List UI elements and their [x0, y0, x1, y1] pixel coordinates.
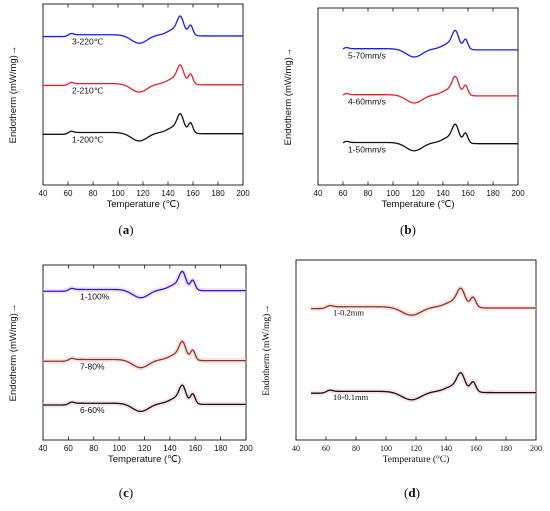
y-axis-title: Endotherm (mW/mg)→ [8, 46, 19, 144]
x-tick-label: 60 [322, 444, 330, 453]
series-line-2 [42, 64, 244, 93]
x-tick-label: 140 [163, 444, 177, 453]
x-tick-label: 160 [189, 444, 203, 453]
x-tick-label: 40 [292, 444, 300, 453]
chart-panel-a: 40 60 80 100 120 140 160 180 200 Temperature (℃) E… [8, 3, 250, 237]
series-label: 3-220℃ [72, 37, 104, 47]
x-tick-label: 60 [64, 189, 73, 198]
x-axis-title: Temperature (℃) [382, 199, 455, 210]
series-label: 1-200℃ [72, 134, 104, 144]
x-tick-label: 180 [500, 444, 512, 453]
x-tick-label: 120 [136, 189, 150, 198]
x-tick-label: 120 [410, 444, 422, 453]
series-line-1 [42, 15, 244, 44]
panel-caption: (a) [118, 222, 133, 237]
x-axis-title: Temperature (°C) [383, 454, 450, 465]
panel-caption: (b) [400, 222, 416, 237]
x-tick-label: 140 [436, 189, 450, 198]
series-line-1 [342, 29, 519, 58]
series-label: 10-0.1mm [333, 392, 369, 402]
x-tick-label: 140 [161, 189, 175, 198]
series-line-3 [42, 384, 247, 413]
series-line-1 [42, 270, 247, 299]
x-tick-label: 100 [111, 189, 125, 198]
x-tick-label: 100 [386, 189, 400, 198]
x-tick-label: 100 [380, 444, 392, 453]
x-tick-label: 120 [138, 444, 152, 453]
series-label: 6-60% [80, 405, 105, 415]
x-axis-title: Temperature (℃) [107, 199, 180, 210]
series-halo [41, 268, 248, 301]
x-tick-label: 200 [511, 189, 525, 198]
panel-caption: (c) [119, 485, 133, 500]
plot-frame [295, 259, 537, 441]
chart-panel-b: 40 60 80 100 120 140 160 180 200 Temperature (℃) E… [283, 7, 525, 237]
x-tick-label: 180 [486, 189, 500, 198]
x-tick-label: 80 [364, 189, 373, 198]
chart-panel-c: 40 60 80 100 120 140 160 180 200 Temperature (℃) E… [8, 264, 253, 500]
x-tick-label: 180 [211, 189, 225, 198]
x-tick-label: 160 [461, 189, 475, 198]
chart-panel-d: 40 60 80 100 120 140 160 180 200 Temperature (°C)… [261, 259, 542, 500]
y-axis-title: Endotherm (mW/mg)→ [283, 48, 294, 146]
series-halo [41, 382, 248, 414]
series-label: 1-100% [80, 291, 110, 301]
series-label: 4-60mm/s [348, 97, 386, 107]
x-tick-label: 60 [339, 189, 348, 198]
x-tick-label: 40 [39, 444, 48, 453]
x-tick-label: 200 [236, 189, 250, 198]
y-axis-title: Endotherm (mW/mg)→ [8, 304, 19, 402]
series-line-3 [342, 123, 519, 152]
x-tick-label: 60 [64, 444, 73, 453]
x-tick-label: 180 [214, 444, 228, 453]
series-line-3 [42, 113, 244, 142]
x-tick-label: 160 [470, 444, 482, 453]
x-tick-label: 40 [314, 189, 323, 198]
x-tick-label: 80 [89, 189, 98, 198]
x-tick-label: 100 [112, 444, 126, 453]
series-label: 1-0.2mm [333, 308, 364, 318]
panel-caption: (d) [404, 485, 420, 500]
x-axis-title: Temperature (℃) [108, 454, 181, 465]
series-halo [41, 338, 248, 371]
x-tick-label: 160 [186, 189, 200, 198]
x-tick-label: 200 [239, 444, 253, 453]
series-label: 5-70mm/s [348, 50, 386, 60]
series-line-2 [342, 75, 519, 104]
series-label: 7-80% [80, 361, 105, 371]
x-tick-label: 40 [39, 189, 48, 198]
x-tick-label: 120 [411, 189, 425, 198]
series-line-2 [311, 372, 536, 401]
x-tick-label: 80 [352, 444, 360, 453]
y-axis-title: Endotherm (mW/mg)→ [261, 304, 272, 396]
x-tick-label: 80 [89, 444, 98, 453]
series-line-1 [311, 287, 536, 316]
series-label: 2-210℃ [72, 85, 104, 95]
x-tick-label: 140 [440, 444, 452, 453]
series-line-2 [42, 340, 247, 369]
x-tick-label: 200 [530, 444, 542, 453]
series-label: 1-50mm/s [348, 144, 386, 154]
